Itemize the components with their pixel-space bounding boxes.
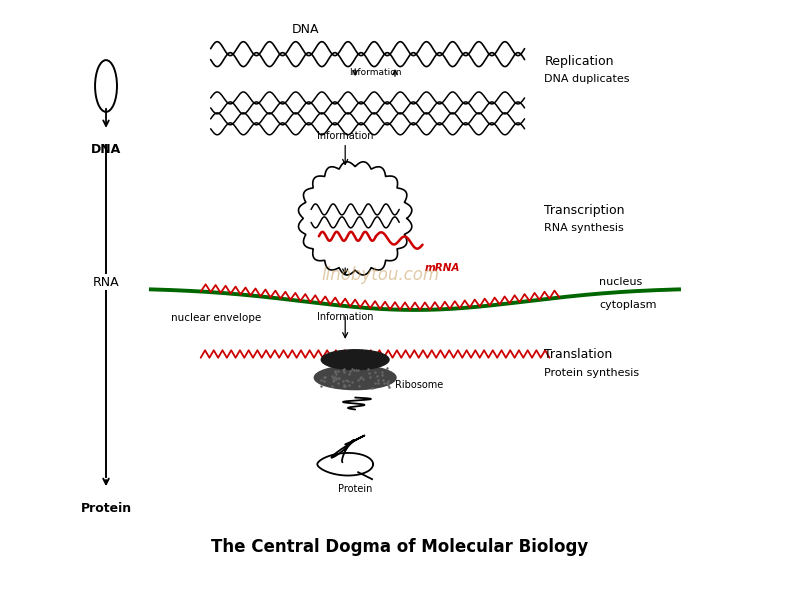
Text: The Central Dogma of Molecular Biology: The Central Dogma of Molecular Biology	[211, 538, 589, 556]
Text: linobytou.com: linobytou.com	[321, 266, 439, 284]
Text: Information: Information	[317, 312, 374, 322]
Text: Translation: Translation	[545, 348, 613, 361]
Text: nuclear envelope: nuclear envelope	[170, 313, 261, 323]
Text: mRNA: mRNA	[425, 263, 461, 273]
Text: DNA duplicates: DNA duplicates	[545, 74, 630, 84]
Text: Protein synthesis: Protein synthesis	[545, 368, 640, 377]
Ellipse shape	[322, 350, 389, 370]
Text: Transcription: Transcription	[545, 204, 625, 217]
Text: DNA: DNA	[291, 23, 319, 36]
Text: Protein: Protein	[338, 484, 372, 494]
Ellipse shape	[314, 365, 396, 389]
Text: nucleus: nucleus	[599, 277, 642, 287]
Text: Ribosome: Ribosome	[395, 380, 443, 389]
Text: RNA: RNA	[93, 275, 119, 289]
Text: Information: Information	[349, 68, 402, 77]
Text: Information: Information	[317, 131, 374, 141]
Text: DNA: DNA	[91, 143, 121, 156]
Text: Replication: Replication	[545, 55, 614, 68]
Text: cytoplasm: cytoplasm	[599, 300, 657, 310]
Text: RNA synthesis: RNA synthesis	[545, 223, 624, 233]
Text: Protein: Protein	[81, 502, 131, 515]
